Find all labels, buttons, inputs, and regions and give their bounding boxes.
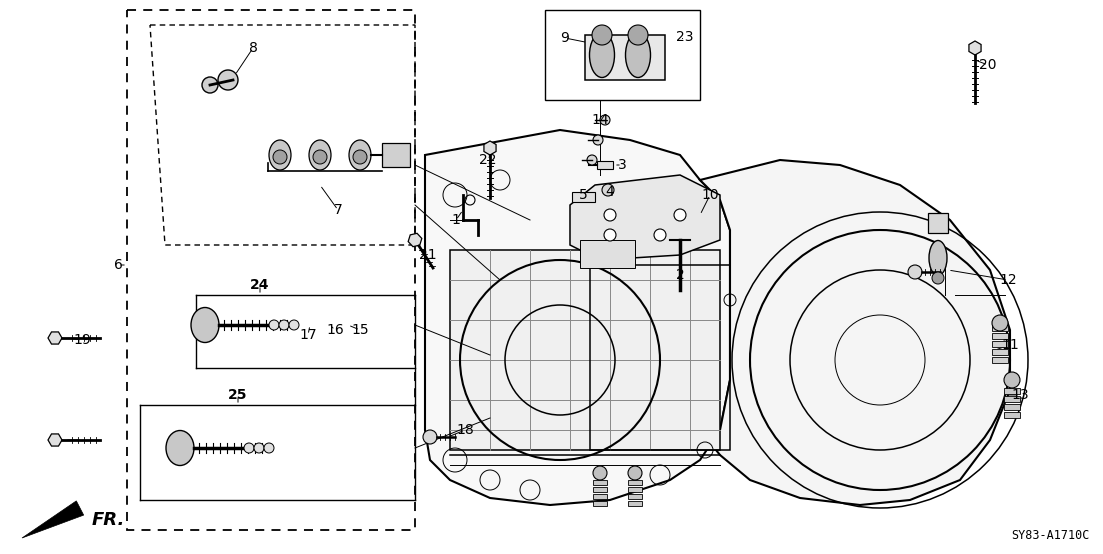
Polygon shape — [992, 325, 1008, 331]
Circle shape — [264, 443, 274, 453]
Ellipse shape — [589, 33, 614, 78]
Text: 1: 1 — [451, 213, 460, 227]
Circle shape — [604, 209, 615, 221]
Text: SY83-A1710C: SY83-A1710C — [1011, 529, 1090, 542]
Circle shape — [628, 25, 647, 45]
Text: 2: 2 — [676, 268, 684, 282]
Ellipse shape — [929, 240, 947, 275]
Circle shape — [992, 315, 1008, 331]
Text: 12: 12 — [999, 273, 1017, 287]
Polygon shape — [628, 501, 642, 506]
Text: 5: 5 — [579, 188, 588, 202]
Polygon shape — [992, 349, 1008, 355]
Text: 19: 19 — [73, 333, 90, 347]
Circle shape — [289, 320, 299, 330]
Polygon shape — [1004, 412, 1020, 418]
Polygon shape — [1004, 396, 1020, 402]
Circle shape — [422, 430, 437, 444]
Polygon shape — [382, 143, 410, 167]
Ellipse shape — [191, 307, 219, 342]
Circle shape — [593, 466, 607, 480]
Polygon shape — [700, 160, 1010, 505]
Circle shape — [628, 466, 642, 480]
Text: 10: 10 — [702, 188, 719, 202]
Text: 18: 18 — [457, 423, 474, 437]
Text: 16: 16 — [326, 323, 344, 337]
Ellipse shape — [165, 430, 194, 465]
Polygon shape — [450, 250, 720, 450]
Polygon shape — [928, 213, 947, 233]
Text: 6: 6 — [114, 258, 122, 272]
Text: 17: 17 — [299, 328, 317, 342]
Text: 22: 22 — [479, 153, 496, 167]
Circle shape — [908, 265, 922, 279]
Polygon shape — [597, 161, 613, 169]
Text: 13: 13 — [1011, 388, 1029, 402]
Text: 11: 11 — [1002, 338, 1019, 352]
Text: 3: 3 — [618, 158, 627, 172]
Text: 8: 8 — [248, 41, 257, 55]
Circle shape — [592, 25, 612, 45]
Text: 23: 23 — [676, 30, 694, 44]
Text: 4: 4 — [606, 185, 614, 199]
Text: 24: 24 — [250, 278, 270, 292]
Circle shape — [269, 320, 279, 330]
Polygon shape — [628, 487, 642, 492]
Polygon shape — [572, 192, 595, 202]
Polygon shape — [1004, 388, 1020, 394]
Text: FR.: FR. — [92, 511, 126, 529]
Polygon shape — [425, 130, 730, 505]
Polygon shape — [593, 494, 607, 499]
Circle shape — [353, 150, 367, 164]
Circle shape — [1004, 372, 1020, 388]
Circle shape — [604, 229, 615, 241]
Text: 25: 25 — [228, 388, 248, 402]
Circle shape — [313, 150, 326, 164]
Polygon shape — [992, 357, 1008, 363]
Polygon shape — [22, 501, 84, 538]
Ellipse shape — [349, 140, 371, 170]
Circle shape — [244, 443, 254, 453]
Text: 9: 9 — [560, 31, 569, 45]
Circle shape — [654, 229, 666, 241]
Text: 21: 21 — [419, 248, 437, 262]
Circle shape — [674, 209, 686, 221]
Polygon shape — [580, 240, 635, 268]
Circle shape — [593, 135, 603, 145]
Circle shape — [600, 115, 610, 125]
Ellipse shape — [309, 140, 331, 170]
Polygon shape — [1004, 404, 1020, 410]
Ellipse shape — [269, 140, 291, 170]
Polygon shape — [992, 341, 1008, 347]
Circle shape — [202, 77, 218, 93]
Text: 14: 14 — [591, 113, 609, 127]
Polygon shape — [593, 501, 607, 506]
Circle shape — [274, 150, 287, 164]
Polygon shape — [992, 333, 1008, 339]
Circle shape — [932, 272, 944, 284]
Circle shape — [218, 70, 238, 90]
Circle shape — [587, 155, 597, 165]
Polygon shape — [585, 35, 665, 80]
Polygon shape — [593, 487, 607, 492]
Polygon shape — [628, 494, 642, 499]
Polygon shape — [570, 175, 720, 260]
Polygon shape — [593, 480, 607, 485]
Text: 20: 20 — [979, 58, 997, 72]
Polygon shape — [628, 480, 642, 485]
Circle shape — [254, 443, 264, 453]
Ellipse shape — [625, 33, 651, 78]
Circle shape — [602, 184, 614, 196]
Text: 7: 7 — [333, 203, 342, 217]
Circle shape — [279, 320, 289, 330]
Text: 15: 15 — [351, 323, 368, 337]
